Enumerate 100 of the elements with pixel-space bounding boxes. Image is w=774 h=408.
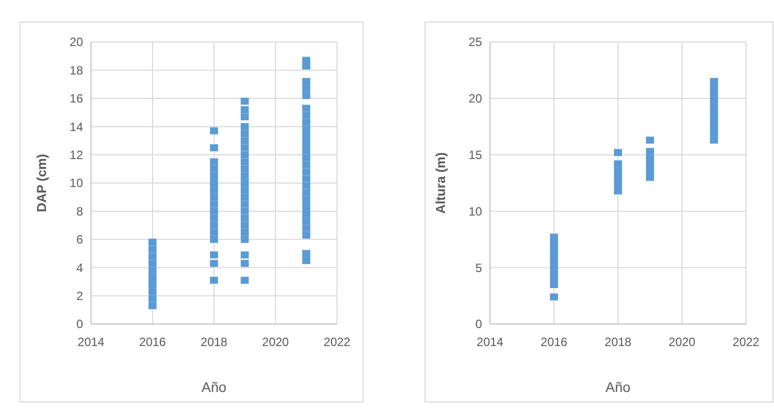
point xyxy=(302,56,310,64)
point xyxy=(240,151,249,158)
point xyxy=(210,180,218,186)
point xyxy=(710,123,718,130)
point xyxy=(240,172,249,180)
point xyxy=(210,260,218,267)
point xyxy=(148,288,156,296)
point xyxy=(646,160,654,168)
point xyxy=(614,149,622,156)
point xyxy=(240,180,249,186)
y-tick-label: 15 xyxy=(468,148,482,162)
point xyxy=(240,222,249,229)
point xyxy=(302,257,310,264)
point xyxy=(614,160,622,168)
point xyxy=(302,78,310,85)
point xyxy=(210,158,218,166)
point xyxy=(210,194,218,201)
point xyxy=(614,174,622,181)
point xyxy=(240,194,249,201)
y-tick-label: 20 xyxy=(70,35,84,50)
point xyxy=(646,136,654,144)
point xyxy=(302,189,310,196)
point xyxy=(302,112,310,119)
point xyxy=(148,295,156,302)
point xyxy=(646,174,654,181)
point xyxy=(210,186,218,194)
y-tick-label: 4 xyxy=(76,260,84,275)
x-axis-title: Año xyxy=(202,379,227,395)
x-tick-label: 2022 xyxy=(732,335,760,349)
point xyxy=(240,144,249,152)
point xyxy=(240,276,249,284)
point xyxy=(240,113,249,120)
point xyxy=(210,214,218,222)
point xyxy=(302,210,310,218)
y-axis-title: DAP (cm) xyxy=(34,154,49,212)
y-axis-title: Altura (m) xyxy=(433,152,448,214)
point xyxy=(302,104,310,112)
point xyxy=(240,123,249,130)
point xyxy=(710,136,718,144)
point xyxy=(210,251,218,258)
point xyxy=(302,250,310,257)
y-tick-label: 12 xyxy=(70,148,84,162)
point xyxy=(148,260,156,267)
point xyxy=(302,232,310,239)
point xyxy=(240,186,249,194)
x-tick-label: 2018 xyxy=(604,335,632,349)
point xyxy=(240,208,249,215)
point xyxy=(240,165,249,172)
point xyxy=(302,224,310,232)
point xyxy=(240,200,249,208)
point xyxy=(302,92,310,100)
point xyxy=(240,106,249,114)
point xyxy=(240,158,249,166)
point xyxy=(240,130,249,138)
point xyxy=(210,172,218,180)
x-tick-label: 2016 xyxy=(540,335,568,349)
point xyxy=(240,137,249,144)
point xyxy=(614,180,622,188)
y-tick-label: 8 xyxy=(76,204,84,218)
point xyxy=(302,218,310,225)
point xyxy=(646,167,654,174)
point xyxy=(710,130,718,137)
point xyxy=(210,144,218,152)
point xyxy=(302,140,310,148)
point xyxy=(302,161,310,168)
y-tick-label: 10 xyxy=(468,204,482,218)
y-tick-label: 5 xyxy=(475,260,482,275)
x-tick-label: 2014 xyxy=(78,335,105,349)
point xyxy=(240,236,249,243)
y-tick-label: 14 xyxy=(70,120,84,134)
point xyxy=(210,228,218,236)
point xyxy=(148,238,156,246)
point xyxy=(240,228,249,236)
point xyxy=(240,98,249,105)
point xyxy=(550,234,558,241)
y-tick-label: 2 xyxy=(76,289,84,303)
point xyxy=(710,116,718,124)
point xyxy=(302,196,310,204)
point xyxy=(302,168,310,176)
point xyxy=(710,102,718,110)
point xyxy=(302,175,310,182)
point xyxy=(302,203,310,210)
point xyxy=(210,236,218,243)
point xyxy=(302,147,310,154)
y-tick-label: 20 xyxy=(468,92,482,106)
point xyxy=(302,126,310,133)
point xyxy=(148,281,156,288)
point xyxy=(148,266,156,274)
point xyxy=(550,240,558,248)
point xyxy=(240,251,249,258)
y-tick-label: 0 xyxy=(475,317,482,332)
point xyxy=(710,110,718,117)
x-axis-title: Año xyxy=(606,379,631,395)
point xyxy=(210,276,218,284)
point xyxy=(148,252,156,260)
y-tick-label: 18 xyxy=(70,63,84,78)
point xyxy=(614,167,622,174)
x-tick-label: 2020 xyxy=(262,335,290,349)
point xyxy=(550,293,558,300)
point xyxy=(550,281,558,288)
